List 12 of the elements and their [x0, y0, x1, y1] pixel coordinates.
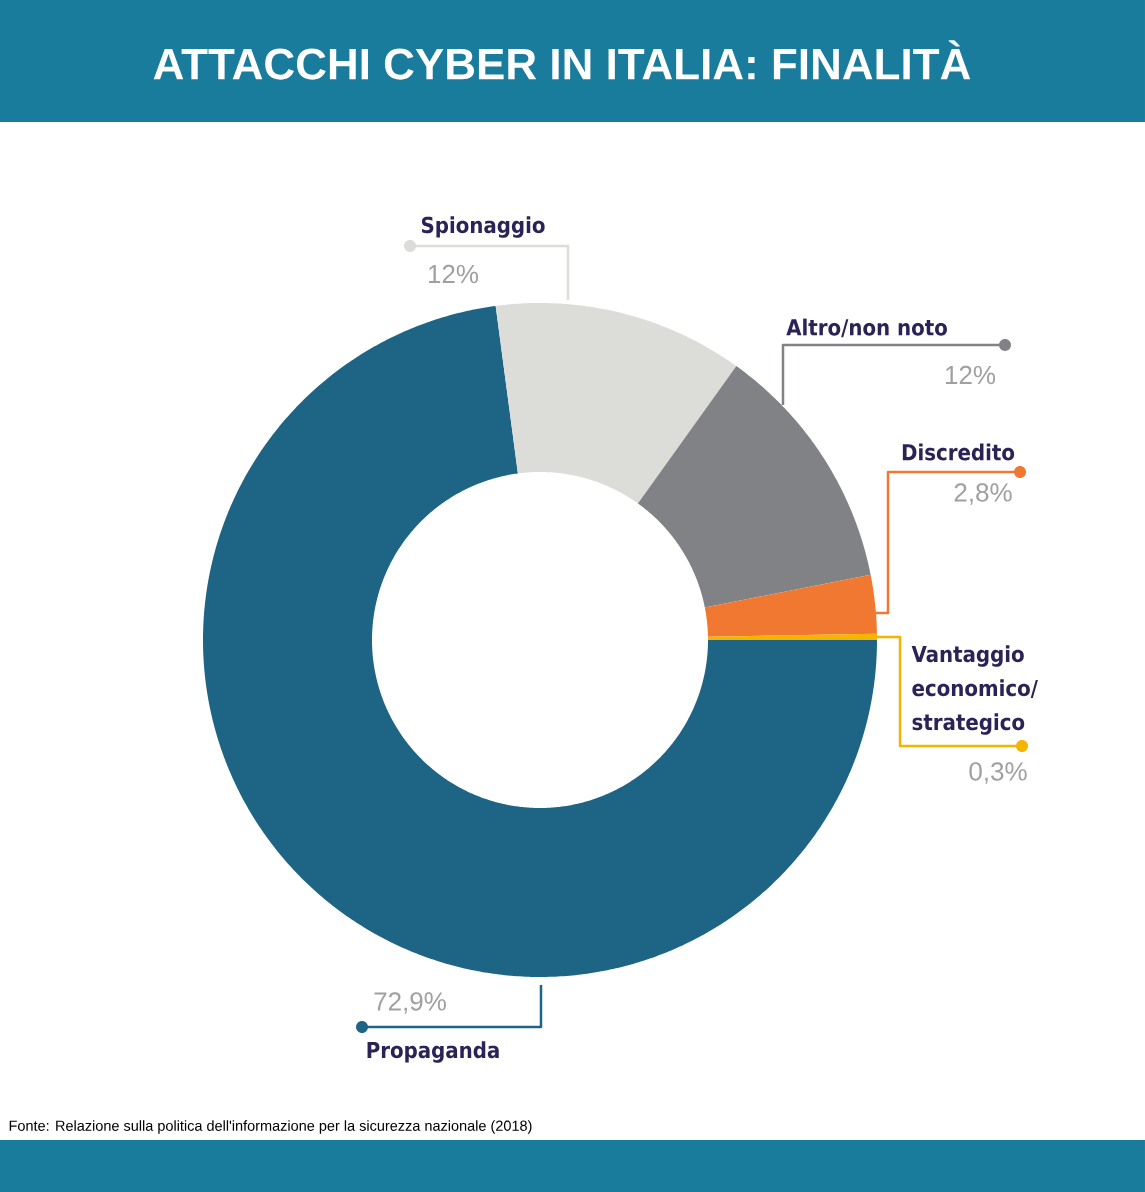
chart-title: ATTACCHI CYBER IN ITALIA: FINALITÀ [153, 40, 971, 80]
data-label: 12% [945, 365, 996, 385]
data-label: 2,8% [954, 483, 1012, 505]
slice-label: Altro/non noto [786, 318, 947, 338]
slice-label: Spionaggio [421, 216, 545, 238]
slice-label: Discredito [902, 443, 1015, 461]
source-note: Fonte: Relazione sulla politica dell'informazione per la sicurezza nazionale (2018) [9, 1120, 532, 1134]
slice-label: Vantaggio economico/ strategico [911, 645, 1038, 735]
legend-label: Propaganda [367, 1041, 499, 1063]
data-label: 12% [428, 264, 479, 284]
data-label: 0,3% [969, 762, 1027, 784]
data-label: 72,9% [374, 992, 446, 1014]
